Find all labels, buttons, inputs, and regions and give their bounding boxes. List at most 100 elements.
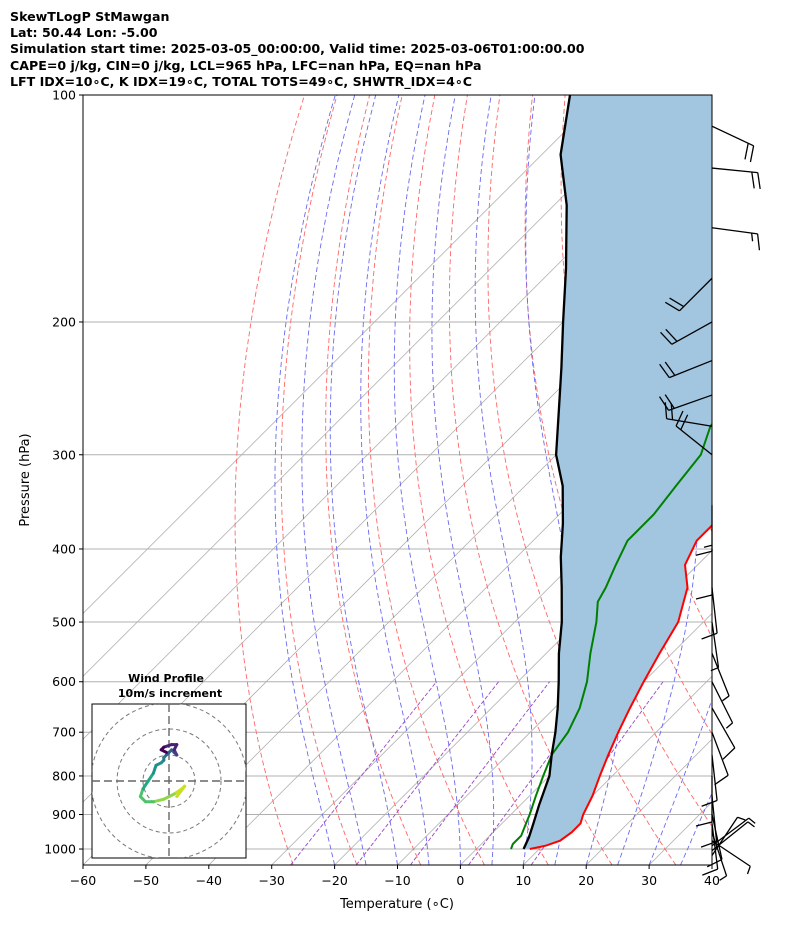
wind-barb — [711, 821, 755, 852]
wind-barb-flag — [744, 143, 749, 160]
wind-barb-staff — [711, 821, 749, 852]
isotherm-line — [334, 487, 712, 865]
y-tick-label: 700 — [52, 725, 76, 740]
wind-barb-flag — [660, 331, 673, 345]
moist-adiabat-line — [274, 95, 336, 865]
wind-barb-staff — [711, 167, 758, 174]
chart-title-block: SkewTLogP StMawgan Lat: 50.44 Lon: -5.00… — [10, 9, 584, 90]
x-tick-label: 40 — [704, 873, 720, 888]
wind-barb — [695, 775, 713, 827]
wind-barb — [664, 277, 713, 312]
dewpoint-line — [510, 422, 712, 850]
dry-adiabat-line — [367, 95, 485, 865]
isotherm-line — [523, 675, 712, 865]
x-tick-label: 10 — [515, 873, 531, 888]
wind-barb-flag — [659, 363, 670, 379]
wind-barb-flag — [749, 145, 755, 163]
x-tick-label: −60 — [70, 873, 96, 888]
isotherm-line — [83, 95, 602, 614]
chart-title: SkewTLogP StMawgan — [10, 9, 170, 24]
mixing-ratio-line — [290, 681, 437, 865]
moist-adiabat-line — [680, 791, 712, 865]
moist-adiabat-line — [474, 95, 533, 865]
moist-adiabat-line — [301, 95, 367, 865]
dry-adiabat-line — [728, 95, 794, 865]
wind-barb — [701, 754, 718, 807]
y-tick-label: 400 — [52, 541, 76, 556]
y-tick-label: 500 — [52, 615, 76, 630]
cin-shaded-area — [523, 95, 712, 849]
wind-barb-flag — [664, 394, 675, 409]
dry-adiabat-line — [325, 95, 422, 865]
wind-barb-staff — [711, 707, 736, 749]
wind-barb-flag — [658, 396, 670, 411]
moist-adiabat-line — [648, 698, 712, 865]
wind-barb-half-flag — [722, 695, 730, 702]
wind-barb-staff — [679, 277, 713, 312]
hodograph-segment — [146, 771, 155, 783]
wind-barb-flag — [751, 171, 755, 189]
wind-barb-staff — [669, 359, 713, 379]
wind-barb — [700, 795, 718, 848]
y-tick-label: 200 — [52, 314, 76, 329]
wind-barb — [659, 359, 713, 379]
dry-adiabat-line — [234, 95, 305, 865]
wind-barb — [711, 227, 761, 251]
hodograph-segment — [151, 797, 166, 804]
profile-lines — [510, 95, 712, 850]
y-tick-label: 600 — [52, 674, 76, 689]
wind-barb — [711, 653, 730, 702]
wind-barb-flag — [665, 328, 678, 342]
temperature-line — [529, 523, 712, 850]
wind-barb-flag — [695, 821, 713, 827]
x-tick-label: −50 — [133, 873, 159, 888]
wind-barb — [711, 681, 734, 729]
wind-barb-flag — [714, 774, 729, 786]
wind-barb — [711, 167, 761, 190]
isotherm-line — [271, 424, 712, 865]
dry-adiabat-line — [409, 95, 549, 865]
parcel-line — [522, 95, 572, 850]
dry-adiabat-line — [761, 95, 794, 865]
mixing-ratio-line — [355, 681, 499, 865]
hodograph-plot — [92, 704, 246, 858]
wind-barb-staff — [711, 681, 734, 724]
wind-barb-half-flag — [737, 816, 746, 821]
simulation-times: Simulation start time: 2025-03-05_00:00:… — [10, 41, 585, 57]
wind-barb-half-flag — [747, 821, 755, 828]
isotherm-line — [83, 95, 665, 677]
wind-barb — [701, 587, 718, 640]
y-axis-label: Pressure (hPa) — [18, 433, 33, 526]
wind-barb-half-flag — [725, 722, 733, 729]
moist-adiabat-line — [329, 95, 398, 865]
wind-barb-staff — [711, 731, 729, 776]
stability-indices: LFT IDX=10∘C, K IDX=19∘C, TOTAL TOTS=49∘… — [10, 73, 472, 89]
x-tick-label: 20 — [578, 873, 594, 888]
y-tick-label: 100 — [52, 88, 76, 103]
wind-barb-half-flag — [703, 544, 713, 548]
parcel-shading — [523, 95, 712, 849]
station-coordinates: Lat: 50.44 Lon: -5.00 — [10, 25, 158, 41]
wind-barb-staff — [711, 754, 718, 801]
moist-adiabat-line — [360, 95, 430, 865]
y-axis-ticks: 100 200 300 400 500 600 700 800 900 1000 — [44, 88, 83, 857]
x-tick-label: 30 — [641, 873, 657, 888]
wind-barb-half-flag — [748, 817, 756, 824]
x-tick-label: −40 — [196, 873, 222, 888]
wind-barb-staff — [666, 418, 713, 427]
dry-adiabat-line — [280, 95, 358, 865]
hodograph-segment — [141, 779, 150, 791]
hodograph-title: Wind Profile — [128, 672, 204, 685]
wind-barb-flag — [701, 632, 718, 640]
wind-barb-half-flag — [719, 875, 727, 881]
stability-parameters: CAPE=0 j/kg, CIN=0 j/kg, LCL=965 hPa, LF… — [10, 57, 482, 73]
wind-barb — [660, 321, 713, 345]
wind-barb-staff — [711, 795, 718, 842]
wind-barb-flag — [675, 410, 684, 427]
wind-barb-staff — [671, 321, 713, 345]
wind-barb-flag — [701, 799, 718, 807]
wind-barb-half-flag — [710, 666, 719, 672]
wind-barb-staff — [711, 587, 718, 634]
x-axis-ticks: −60 −50 −40 −30 −20 −10 0 10 20 30 40 — [70, 865, 720, 888]
wind-barb — [695, 548, 713, 600]
